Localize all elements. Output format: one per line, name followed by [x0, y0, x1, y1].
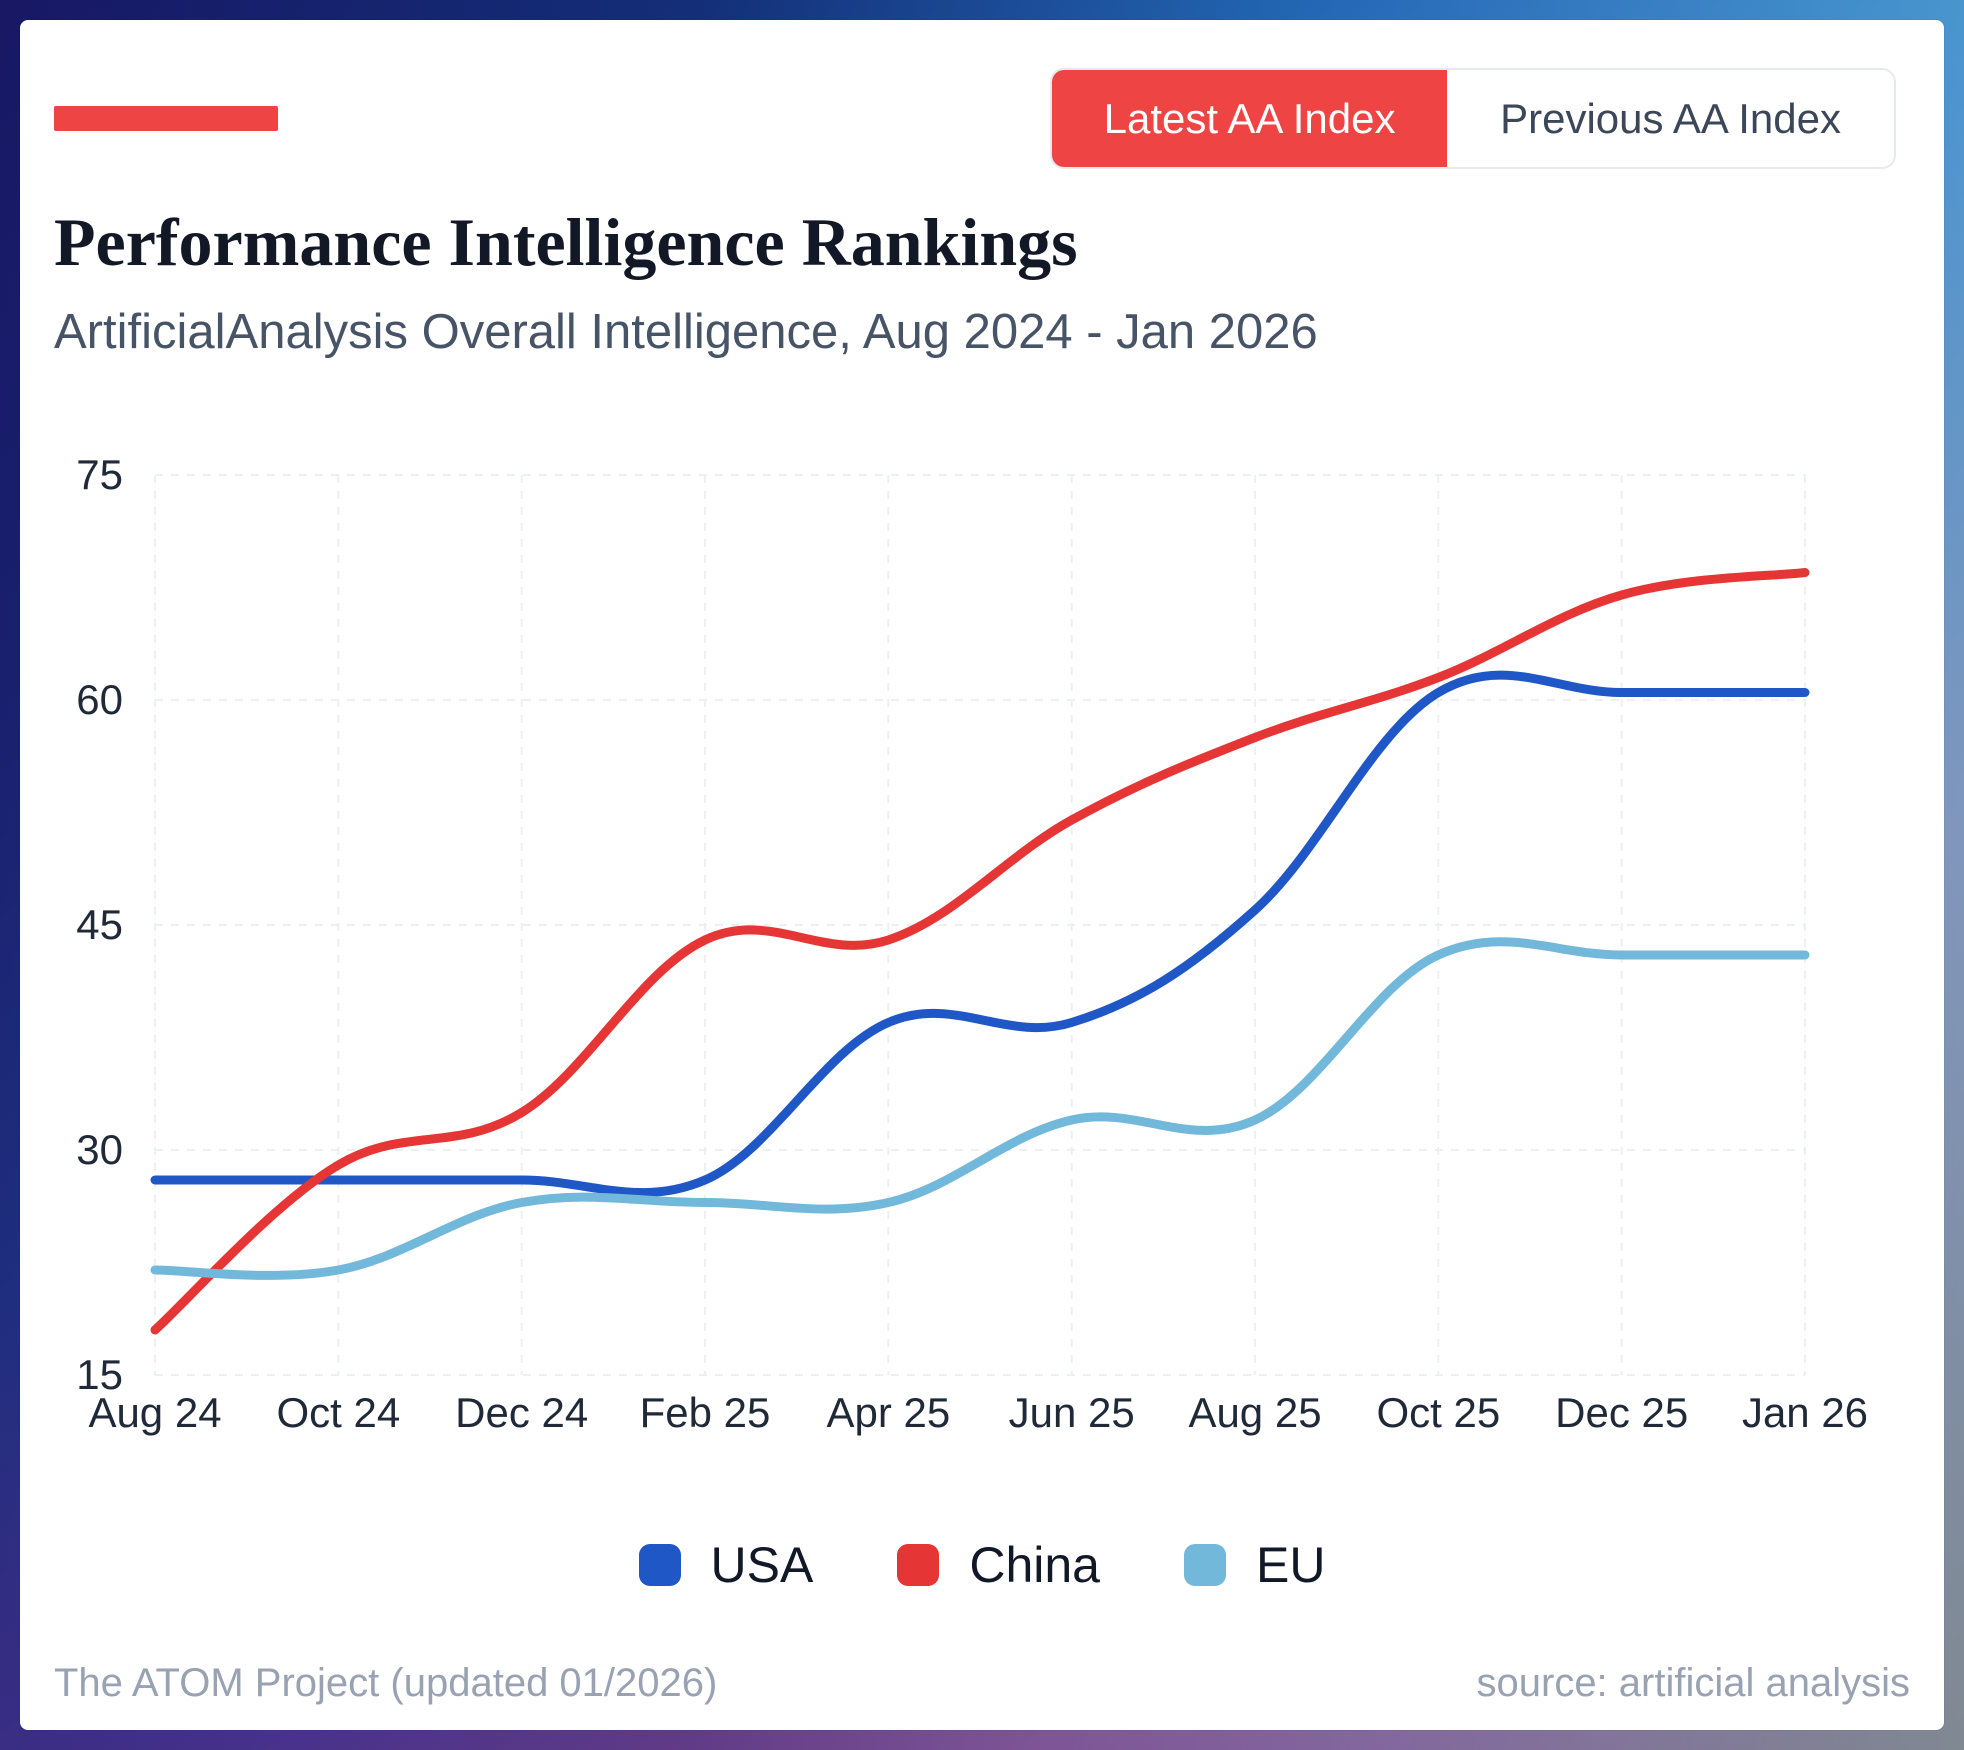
x-tick-label: Jan 26 — [1742, 1389, 1868, 1436]
legend-swatch-usa — [638, 1544, 681, 1586]
legend-swatch-china — [897, 1544, 940, 1586]
page-title: Performance Intelligence Rankings — [54, 204, 1078, 280]
legend-swatch-eu — [1183, 1544, 1226, 1586]
accent-bar — [54, 106, 278, 131]
x-tick-label: Aug 24 — [88, 1389, 221, 1436]
x-tick-label: Feb 25 — [640, 1389, 771, 1436]
line-chart: 15 30 45 60 75 Aug 24 Oct 24 Dec 24 Feb 25 Apr 25… — [76, 451, 1868, 1436]
y-tick-label: 15 — [76, 1351, 123, 1398]
x-tick-label: Apr 25 — [826, 1389, 950, 1436]
y-tick-label: 45 — [76, 901, 123, 948]
footer-source: source: artificial analysis — [1476, 1661, 1911, 1705]
legend-item-usa: USA — [638, 1537, 814, 1593]
series-lines — [150, 568, 1810, 1335]
x-tick-label: Dec 24 — [455, 1389, 588, 1436]
chart-legend: USA China EU — [20, 1540, 1944, 1590]
index-toggle[interactable]: Latest AA Index Previous AA Index — [1050, 68, 1896, 169]
x-tick-label: Oct 24 — [276, 1389, 400, 1436]
x-axis-labels: Aug 24 Oct 24 Dec 24 Feb 25 Apr 25 Jun 25 Aug … — [88, 1389, 1868, 1436]
y-tick-label: 75 — [76, 451, 123, 498]
latest-aa-index-button[interactable]: Latest AA Index — [1052, 70, 1448, 167]
usa-series-line — [150, 670, 1810, 1198]
eu-series-line — [150, 937, 1810, 1280]
legend-label-eu: EU — [1255, 1537, 1326, 1593]
x-tick-label: Aug 25 — [1188, 1389, 1321, 1436]
x-tick-label: Jun 25 — [1009, 1389, 1135, 1436]
y-tick-label: 30 — [76, 1126, 123, 1173]
y-axis-labels: 15 30 45 60 75 — [76, 451, 123, 1398]
x-tick-label: Oct 25 — [1376, 1389, 1500, 1436]
chart-area: 15 30 45 60 75 Aug 24 Oct 24 Dec 24 Feb 25 Apr 25… — [20, 20, 1944, 1730]
y-tick-label: 60 — [76, 676, 123, 723]
page-subtitle: ArtificialAnalysis Overall Intelligence,… — [54, 305, 1318, 359]
legend-item-china: China — [897, 1540, 1100, 1590]
legend-label-usa: USA — [710, 1537, 814, 1593]
grid-lines — [154, 474, 1806, 1376]
chart-card: Latest AA Index Previous AA Index Perfor… — [20, 20, 1944, 1730]
legend-label-china: China — [969, 1537, 1100, 1593]
footer-project: The ATOM Project (updated 01/2026) — [54, 1661, 718, 1705]
previous-aa-index-button[interactable]: Previous AA Index — [1447, 70, 1894, 167]
x-tick-label: Dec 25 — [1555, 1389, 1688, 1436]
china-series-line — [150, 568, 1810, 1335]
legend-item-eu: EU — [1183, 1537, 1326, 1593]
